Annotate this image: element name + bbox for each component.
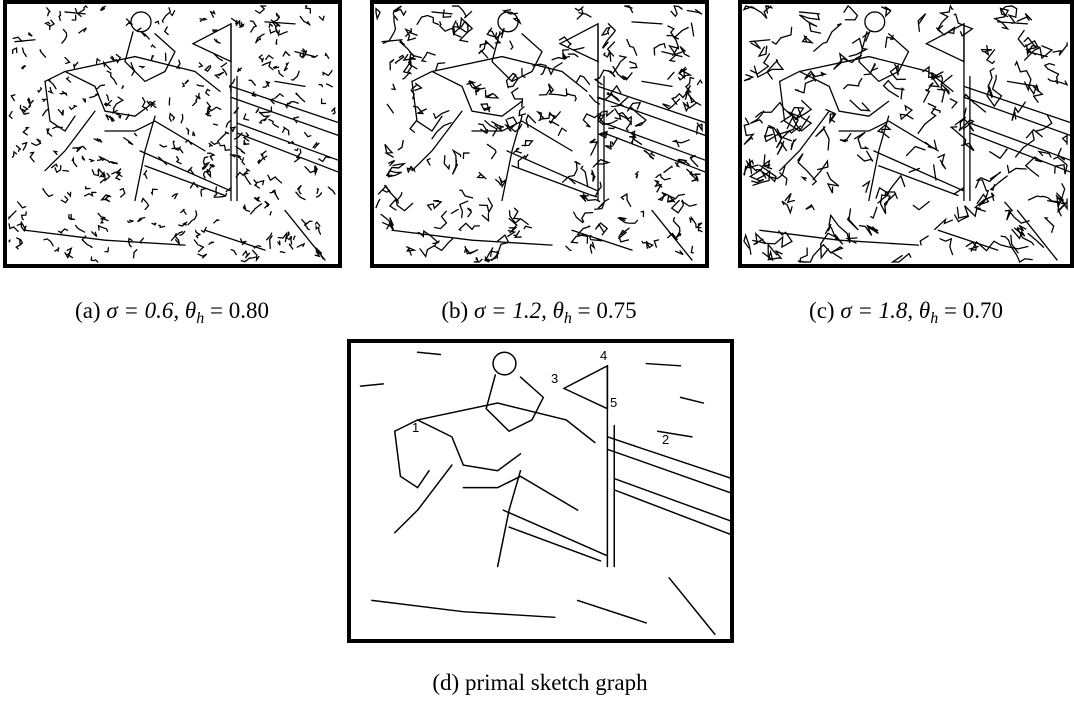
caption: (b) σ = 1.2, θh = 0.75 — [441, 298, 636, 327]
caption-part: σ = 1.8, θ — [840, 298, 930, 323]
figure-canvas: (a) σ = 0.6, θh = 0.80(b) σ = 1.2, θh = … — [0, 0, 1074, 708]
image-panel: (d) primal sketch graph — [349, 341, 732, 695]
panel-border — [372, 2, 707, 266]
caption-part: = 0.80 — [204, 298, 269, 323]
caption: (d) primal sketch graph — [432, 670, 648, 695]
caption-part: (d) — [432, 670, 459, 695]
caption: (c) σ = 1.8, θh = 0.70 — [809, 298, 1003, 327]
image-panel: (b) σ = 1.2, θh = 0.75 — [372, 2, 707, 327]
edge — [280, 252, 285, 253]
edge — [173, 141, 174, 144]
caption: (a) σ = 0.6, θh = 0.80 — [75, 298, 269, 327]
caption-part: (b) — [441, 298, 468, 323]
sketch-label: 2 — [662, 432, 669, 447]
image-panel: (a) σ = 0.6, θh = 0.80 — [5, 2, 340, 327]
sketch-label: 4 — [600, 348, 607, 363]
caption-part: (a) — [75, 298, 101, 323]
caption-part: (c) — [809, 298, 835, 323]
caption-part: primal sketch graph — [465, 670, 648, 695]
sketch-label: 3 — [551, 371, 558, 386]
caption-part: h — [930, 310, 938, 327]
caption-part: h — [564, 310, 572, 327]
caption-part: = 0.75 — [572, 298, 637, 323]
image-panel: (c) σ = 1.8, θh = 0.70 — [740, 2, 1072, 327]
panel-border — [5, 2, 340, 266]
caption-part: = 0.70 — [938, 298, 1003, 323]
caption-part: σ = 1.2, θ — [474, 298, 564, 323]
sketch-label: 1 — [412, 420, 419, 435]
figure: (a) σ = 0.6, θh = 0.80(b) σ = 1.2, θh = … — [0, 0, 1074, 708]
caption-part: σ = 0.6, θ — [106, 298, 196, 323]
edge — [9, 240, 10, 242]
panel-border — [349, 341, 732, 641]
edge — [63, 171, 69, 172]
panel-border — [740, 2, 1072, 266]
sketch-label: 5 — [610, 395, 617, 410]
caption-part: h — [196, 310, 204, 327]
